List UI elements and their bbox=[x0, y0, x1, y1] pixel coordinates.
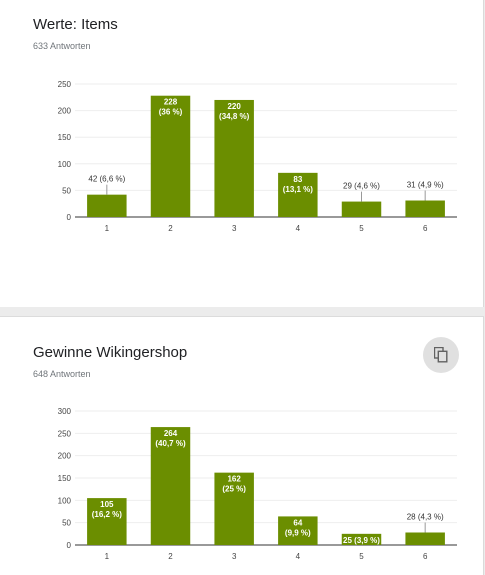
x-tick-label: 5 bbox=[359, 224, 364, 233]
bar-chart-wikingershop: 0 50 100 150 200 250 300 1 105(16,2 %) 2 264(40,7 … bbox=[58, 407, 457, 561]
x-tick-label: 4 bbox=[296, 224, 301, 233]
x-tick-label: 4 bbox=[296, 552, 301, 561]
data-label: (25 %) bbox=[222, 485, 246, 494]
x-tick-label: 3 bbox=[232, 224, 237, 233]
y-tick-label: 250 bbox=[58, 429, 72, 438]
data-label: 228 bbox=[164, 98, 178, 107]
data-label: 64 bbox=[293, 518, 302, 527]
y-tick-label: 0 bbox=[67, 213, 72, 222]
x-tick-label: 3 bbox=[232, 552, 237, 561]
response-count: 633 Antworten bbox=[33, 41, 91, 51]
response-count: 648 Antworten bbox=[33, 369, 91, 379]
y-tick-label: 100 bbox=[58, 496, 72, 505]
data-label: 105 bbox=[100, 500, 114, 509]
x-tick-label: 6 bbox=[423, 224, 428, 233]
data-label: (13,1 %) bbox=[283, 185, 314, 194]
data-label: 83 bbox=[293, 175, 302, 184]
y-tick-label: 50 bbox=[62, 186, 71, 195]
data-label: 162 bbox=[227, 475, 241, 484]
bar bbox=[150, 427, 191, 545]
question-title: Werte: Items bbox=[33, 16, 118, 33]
x-tick-label: 5 bbox=[359, 552, 364, 561]
bar bbox=[278, 172, 318, 217]
data-label: (16,2 %) bbox=[92, 510, 123, 519]
bar bbox=[341, 201, 382, 217]
copy-chart-button[interactable] bbox=[423, 337, 459, 373]
data-label: 264 bbox=[164, 429, 178, 438]
bar bbox=[341, 533, 382, 545]
x-tick-label: 1 bbox=[105, 224, 110, 233]
y-tick-label: 150 bbox=[58, 133, 72, 142]
copy-icon bbox=[434, 347, 448, 363]
bar bbox=[405, 200, 445, 217]
bar bbox=[405, 532, 445, 545]
y-tick-label: 200 bbox=[58, 107, 72, 116]
bar bbox=[278, 516, 318, 545]
y-tick-label: 150 bbox=[58, 474, 72, 483]
bar bbox=[214, 99, 254, 217]
y-tick-label: 250 bbox=[58, 80, 72, 89]
bar bbox=[87, 194, 127, 217]
data-label: (40,7 %) bbox=[155, 439, 186, 448]
data-label: 25 (3,9 %) bbox=[343, 536, 380, 545]
data-label: 42 (6,6 %) bbox=[88, 175, 125, 184]
data-label: (9,9 %) bbox=[285, 528, 311, 537]
data-label: (36 %) bbox=[159, 108, 183, 117]
x-tick-label: 2 bbox=[168, 224, 173, 233]
question-card-wikingershop: Gewinne Wikingershop 648 Antworten 0 50 10… bbox=[0, 316, 484, 575]
data-label: 28 (4,3 %) bbox=[407, 512, 444, 521]
y-tick-label: 100 bbox=[58, 160, 72, 169]
data-label: (34,8 %) bbox=[219, 112, 250, 121]
y-tick-label: 0 bbox=[67, 541, 72, 550]
x-tick-label: 1 bbox=[105, 552, 110, 561]
bar bbox=[87, 498, 127, 545]
bar bbox=[214, 472, 254, 545]
question-title: Gewinne Wikingershop bbox=[33, 344, 188, 361]
data-label: 220 bbox=[227, 102, 241, 111]
data-label: 29 (4,6 %) bbox=[343, 182, 380, 191]
x-tick-label: 6 bbox=[423, 552, 428, 561]
question-card-items: Werte: Items 633 Antworten 0 50 100 150 200 2… bbox=[0, 0, 484, 307]
data-label: 31 (4,9 %) bbox=[407, 181, 444, 190]
bar bbox=[150, 95, 191, 217]
y-tick-label: 200 bbox=[58, 452, 72, 461]
bar-chart-items: 0 50 100 150 200 250 1 42 (6,6 %) 2 228(36 %) 3 220… bbox=[58, 80, 457, 233]
y-tick-label: 300 bbox=[58, 407, 72, 416]
x-tick-label: 2 bbox=[168, 552, 173, 561]
y-tick-label: 50 bbox=[62, 519, 71, 528]
